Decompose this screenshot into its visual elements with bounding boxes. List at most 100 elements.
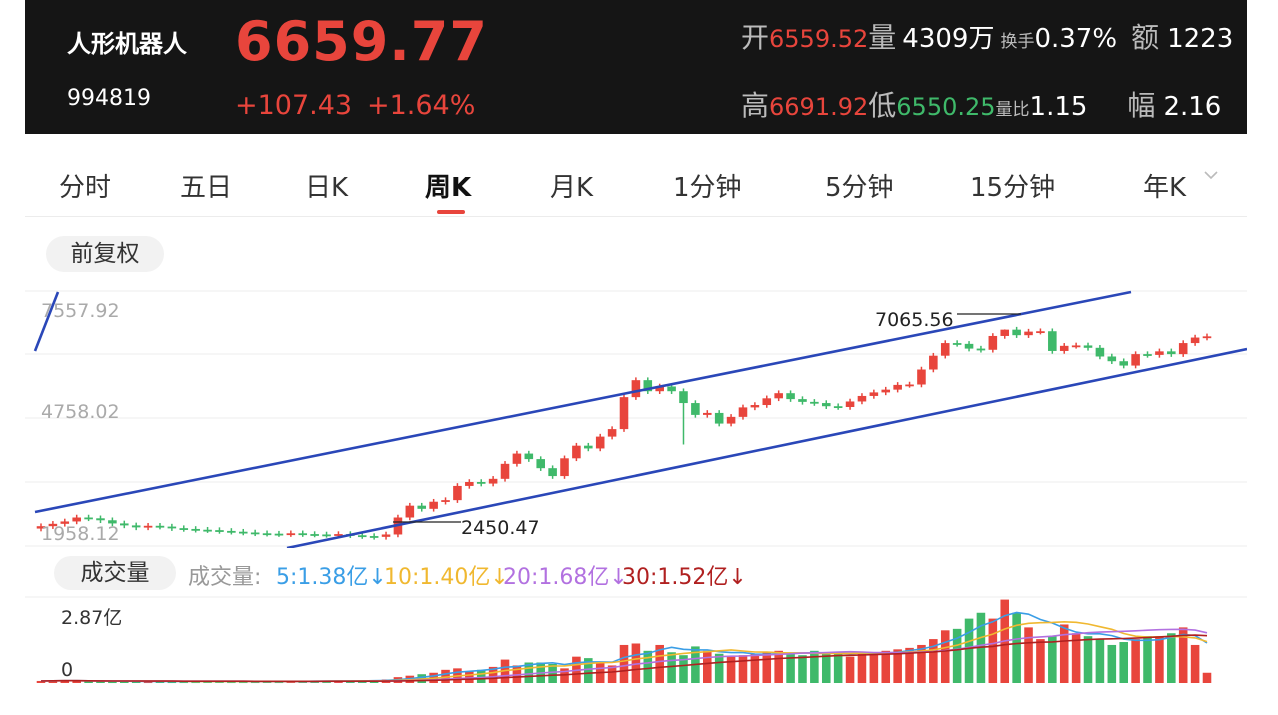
trendlines-layer (33, 290, 1247, 548)
candle-body (334, 534, 343, 536)
volume-bar (524, 662, 534, 683)
volume-bar (250, 681, 260, 684)
volume-bar (1095, 639, 1105, 683)
candle-body (560, 458, 569, 477)
candle-body (714, 412, 724, 424)
chevron-down-icon[interactable] (1204, 170, 1218, 180)
high-annotation-label: 7065.56 (875, 309, 954, 331)
quote-header: 人形机器人 994819 6659.77 +107.43 +1.64% 开655… (25, 0, 1247, 134)
candle-body (36, 526, 46, 529)
volume-bar (84, 681, 93, 683)
candle-body (1071, 345, 1081, 348)
tab-5min[interactable]: 5分钟 (825, 173, 894, 203)
candle-body (857, 395, 867, 402)
volume-max-label: 2.87亿 (61, 607, 122, 629)
ma5-volume: 5:1.38亿↓ (276, 565, 387, 590)
candle-body (798, 399, 807, 402)
volume-bar (1048, 636, 1057, 683)
volume-bar (619, 644, 629, 683)
trendline-lower (286, 347, 1247, 548)
adjust-mode-button[interactable]: 前复权 (46, 236, 164, 272)
candle-body (845, 401, 855, 408)
candle-body (738, 407, 748, 417)
volume-bar (833, 652, 843, 683)
volume-bar (940, 630, 950, 683)
volume-bar (560, 668, 569, 683)
volume-bar (48, 680, 58, 683)
candle-body (619, 397, 629, 430)
volume-bar (643, 650, 653, 683)
volume-bar (143, 681, 153, 684)
candle-body (1107, 356, 1117, 362)
volume-bar (1131, 639, 1140, 683)
candle-body (1167, 351, 1176, 355)
amount-value: 1223 (1167, 24, 1234, 54)
candle-body (524, 453, 534, 460)
tab-1min[interactable]: 1分钟 (673, 173, 742, 203)
tab-weekly-k[interactable]: 周K (425, 173, 472, 203)
volume-bar (584, 658, 593, 683)
candle-body (1131, 354, 1140, 366)
tab-daily-k[interactable]: 日K (305, 173, 349, 203)
candle-body (667, 386, 676, 392)
volume-zero-label: 0 (61, 659, 73, 681)
volume-value: 4309万 (902, 24, 995, 54)
volume-ma-30-line (40, 634, 1208, 683)
tab-15min[interactable]: 15分钟 (970, 173, 1056, 203)
volume-bar (465, 671, 474, 683)
volume-bar (667, 652, 676, 683)
candlestick-chart[interactable]: 7557.92 4758.02 1958.12 7065.56 2450.47 (25, 290, 1247, 548)
candle-body (643, 380, 653, 392)
trendline-edge (33, 291, 60, 352)
candle-body (108, 520, 117, 524)
volume-bar (703, 650, 712, 683)
tab-five-day[interactable]: 五日 (180, 173, 233, 203)
volume-bar (548, 663, 557, 683)
candle-body (691, 403, 700, 415)
candle-body (381, 534, 391, 537)
volume-bar (131, 681, 141, 683)
volume-bar (905, 647, 914, 683)
volume-bar (929, 639, 938, 683)
candle-body (750, 405, 760, 408)
volume-chart[interactable]: 2.87亿 0 (25, 596, 1247, 688)
candle-body (191, 528, 200, 531)
y-label-bottom: 1958.12 (41, 523, 120, 545)
candle-body (869, 392, 879, 396)
tab-yearly-k[interactable]: 年K (1143, 173, 1187, 203)
volume-bar (679, 655, 688, 683)
high-annotation: 7065.56 (875, 309, 1021, 331)
candle-body (1202, 336, 1212, 339)
open-row: 开6559.52量 4309万 换手0.37% 额 1223 (741, 16, 1233, 56)
volume-bar (1083, 636, 1093, 683)
candle-body (405, 505, 415, 518)
candle-body (1155, 351, 1164, 355)
candle-body (72, 517, 81, 522)
volume-bar (917, 644, 926, 683)
volume-indicator-button[interactable]: 成交量 (54, 556, 176, 590)
candle-body (703, 412, 712, 415)
volume-bar (1155, 636, 1164, 683)
volume-bar (108, 681, 117, 684)
stock-name: 人形机器人 (67, 30, 187, 58)
candle-body (84, 517, 93, 520)
high-label: 高 (741, 89, 770, 122)
ma20-volume: 20:1.68亿↓ (503, 565, 628, 590)
candle-body (131, 525, 141, 528)
candle-body (548, 468, 557, 477)
candle-body (1059, 345, 1069, 351)
volume-indicator-label: 成交量: (188, 565, 262, 590)
candle-body (417, 505, 427, 509)
volume-bar (893, 649, 902, 683)
tab-monthly-k[interactable]: 月K (550, 173, 594, 203)
candle-body (96, 518, 105, 521)
vol-ratio-value: 1.15 (1029, 92, 1088, 122)
volume-bar (1024, 627, 1033, 683)
turnover-label: 换手 (1000, 32, 1035, 52)
candle-body (155, 525, 165, 528)
tab-intraday[interactable]: 分时 (59, 173, 112, 203)
candle-body (203, 529, 212, 532)
volume-bar (798, 655, 807, 683)
volume-bar (167, 681, 177, 684)
amount-label: 额 (1131, 21, 1160, 54)
